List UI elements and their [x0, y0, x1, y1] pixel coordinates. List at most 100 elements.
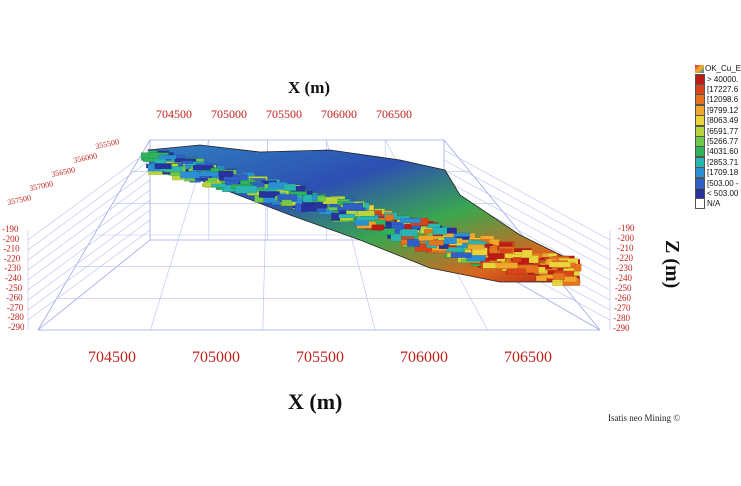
legend-label: [17227.6 [707, 85, 739, 95]
model-block [450, 252, 472, 258]
z-axis-title: Z (m) [661, 240, 683, 288]
model-block [317, 195, 326, 202]
legend-label: [2853.71 [707, 157, 739, 167]
model-block [192, 165, 214, 171]
model-block [289, 191, 307, 196]
model-block [512, 257, 522, 263]
color-legend: OK_Cu_E > 40000. [17227.6 [12098.6 [9799.12… [695, 64, 741, 210]
x-tick-label-bottom: 705500 [296, 349, 344, 366]
model-block [500, 248, 513, 253]
model-block [380, 228, 396, 235]
z-tick-label-right: -270 [614, 303, 631, 313]
z-tick-label-left: -210 [3, 244, 20, 254]
x-tick-label-bottom: 706500 [504, 349, 552, 366]
legend-label: [12098.6 [707, 95, 739, 105]
x-tick-label-top: 705500 [266, 107, 302, 121]
legend-swatch [695, 177, 705, 189]
model-block [445, 247, 465, 252]
legend-title: OK_Cu_E [695, 64, 741, 74]
z-tick-label-left: -250 [6, 283, 23, 293]
x-ticks-bottom: 704500 705000 705500 706000 706500 [88, 349, 552, 366]
y-tick-label-left: 356000 [73, 151, 98, 165]
model-block [418, 235, 434, 241]
legend-item: [12098.6 [695, 94, 741, 106]
z-ticks-left: -190-200-210-220-230-240-250-260-270-280… [2, 224, 25, 332]
z-tick-label-left: -290 [8, 322, 25, 332]
x-tick-label-bottom: 704500 [88, 349, 136, 366]
model-block [401, 228, 418, 237]
model-block [197, 171, 220, 177]
model-block [316, 202, 328, 209]
x-tick-label-top: 705000 [211, 107, 247, 121]
legend-swatch [695, 136, 705, 147]
legend-item: [6591.77 [695, 125, 741, 137]
legend-item: [17227.6 [695, 84, 741, 95]
legend-item: [2853.71 [695, 157, 741, 168]
legend-item: [1709.18 [695, 167, 741, 178]
model-block [342, 202, 364, 210]
legend-label: [503.00 - [707, 178, 739, 188]
legend-items: > 40000. [17227.6 [12098.6 [9799.12 [8063.49… [695, 74, 741, 210]
model-block [180, 171, 200, 179]
model-block [428, 239, 444, 246]
z-tick-label-right: -250 [615, 283, 632, 293]
y-tick-label-left: 356500 [51, 165, 76, 179]
model-block [489, 247, 498, 254]
model-block [495, 262, 518, 269]
model-block [211, 183, 226, 188]
model-block [301, 204, 317, 212]
model-block [563, 276, 577, 283]
legend-label: [1709.18 [707, 168, 739, 178]
z-tick-label-left: -280 [7, 312, 24, 322]
model-block [548, 261, 571, 268]
model-block [356, 216, 375, 221]
model-block [506, 268, 526, 275]
legend-swatch [695, 105, 705, 116]
model-block [438, 244, 449, 249]
legend-label: [4031.60 [707, 147, 739, 157]
z-tick-label-right: -220 [617, 253, 634, 263]
legend-label: N/A [707, 199, 721, 209]
legend-swatch [695, 125, 705, 137]
x-tick-label-top: 706500 [376, 107, 412, 121]
legend-item: < 503.00 [695, 188, 741, 199]
model-block [528, 255, 539, 264]
z-tick-label-right: -290 [613, 323, 630, 333]
z-tick-label-left: -190 [2, 224, 19, 234]
x-axis-title-bottom: X (m) [288, 389, 342, 414]
y-tick-label-left: 357000 [29, 179, 54, 193]
model-block [154, 163, 172, 170]
legend-swatch [695, 115, 705, 126]
legend-label: [8063.49 [707, 116, 739, 126]
z-tick-label-right: -190 [618, 223, 635, 233]
model-block [223, 176, 240, 182]
model-block [407, 239, 420, 247]
z-ticks-right: -190-200-210-220-230-240-250-260-270-280… [613, 223, 635, 333]
model-block [535, 275, 547, 282]
x-tick-label-top: 706000 [321, 107, 357, 121]
legend-item: [4031.60 [695, 146, 741, 158]
legend-swatch [695, 146, 705, 158]
model-block [210, 168, 220, 173]
z-tick-label-left: -260 [6, 293, 23, 303]
z-tick-label-right: -280 [614, 313, 631, 323]
model-block [552, 273, 565, 280]
x-axis-title-top: X (m) [288, 78, 330, 97]
legend-label: [9799.12 [707, 105, 739, 115]
y-tick-label-left: 355500 [95, 137, 120, 151]
x-tick-label-bottom: 706000 [400, 349, 448, 366]
model-block [371, 224, 385, 231]
y-tick-label-left: 357500 [7, 193, 32, 207]
z-tick-label-left: -270 [7, 302, 24, 312]
block-model[interactable] [140, 144, 582, 286]
legend-label: > 40000. [707, 74, 739, 84]
legend-item: [8063.49 [695, 115, 741, 126]
legend-swatch [695, 74, 705, 85]
model-block [283, 183, 297, 191]
legend-label: [6591.77 [707, 126, 739, 136]
model-block [432, 227, 448, 235]
legend-item: [5266.77 [695, 136, 741, 147]
